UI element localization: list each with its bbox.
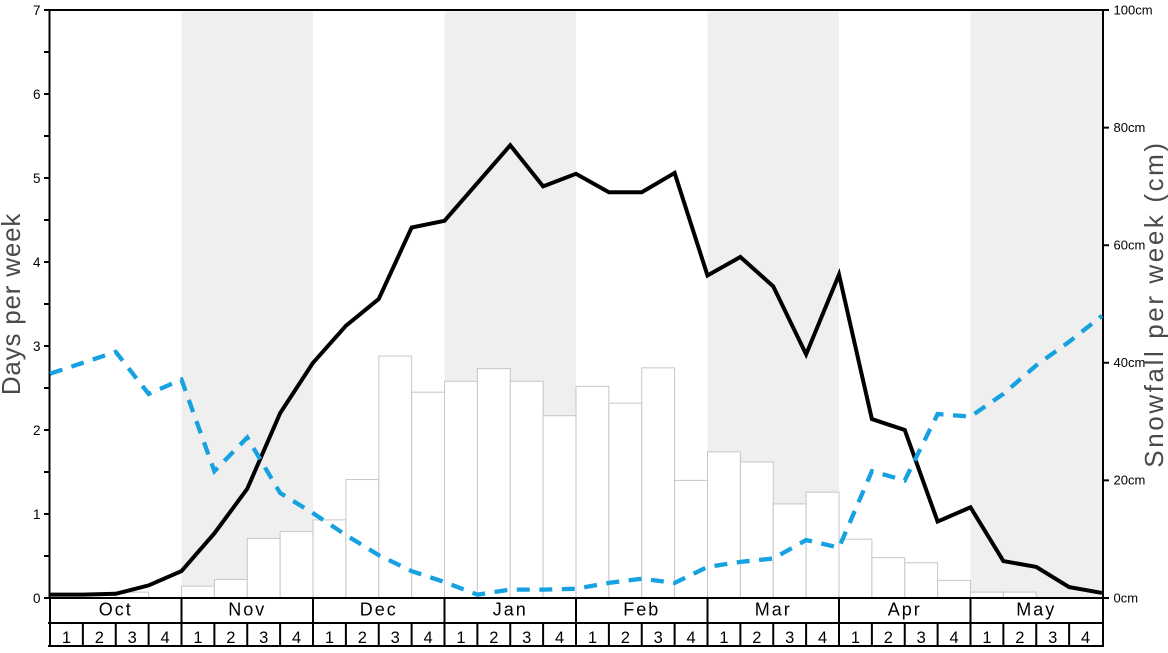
svg-text:1: 1 [719,629,728,647]
svg-text:4: 4 [423,629,432,647]
svg-text:1: 1 [62,629,71,647]
svg-text:3: 3 [128,629,137,647]
svg-text:4: 4 [292,629,301,647]
svg-text:1: 1 [851,629,860,647]
svg-text:Days per week: Days per week [0,213,26,396]
svg-text:3: 3 [654,629,663,647]
svg-text:3: 3 [785,629,794,647]
svg-text:2: 2 [1015,629,1024,647]
svg-text:0: 0 [33,591,41,606]
svg-text:1: 1 [982,629,991,647]
svg-text:Dec: Dec [360,600,398,620]
svg-text:2: 2 [884,629,893,647]
svg-text:2: 2 [752,629,761,647]
svg-text:2: 2 [226,629,235,647]
svg-text:1: 1 [325,629,334,647]
svg-text:4: 4 [160,629,169,647]
svg-text:1: 1 [588,629,597,647]
svg-text:Apr: Apr [888,600,922,620]
svg-text:3: 3 [522,629,531,647]
svg-text:4: 4 [686,629,695,647]
svg-text:3: 3 [1048,629,1057,647]
svg-text:40cm: 40cm [1114,355,1146,370]
svg-text:2: 2 [358,629,367,647]
svg-text:7: 7 [33,3,41,18]
svg-text:3: 3 [259,629,268,647]
svg-text:Jan: Jan [493,600,528,620]
svg-text:3: 3 [917,629,926,647]
svg-text:0cm: 0cm [1114,590,1139,605]
svg-text:3: 3 [33,339,41,354]
svg-text:4: 4 [555,629,564,647]
svg-text:2: 2 [33,423,41,438]
svg-text:60cm: 60cm [1114,238,1146,253]
svg-text:Oct: Oct [99,600,133,620]
svg-text:4: 4 [818,629,827,647]
svg-text:1: 1 [193,629,202,647]
svg-text:80cm: 80cm [1114,120,1146,135]
svg-text:Nov: Nov [228,600,266,620]
svg-text:Feb: Feb [623,600,660,620]
svg-text:20cm: 20cm [1114,473,1146,488]
svg-text:4: 4 [33,255,41,270]
svg-text:1: 1 [456,629,465,647]
svg-text:Snowfall per week (cm): Snowfall per week (cm) [1139,140,1168,467]
svg-text:4: 4 [1081,629,1090,647]
svg-text:May: May [1016,600,1056,620]
svg-text:6: 6 [33,87,41,102]
svg-text:1: 1 [33,507,41,522]
svg-text:3: 3 [391,629,400,647]
svg-text:100cm: 100cm [1114,2,1153,17]
svg-text:4: 4 [949,629,958,647]
svg-text:5: 5 [33,171,41,186]
svg-text:2: 2 [621,629,630,647]
svg-text:2: 2 [95,629,104,647]
svg-text:Mar: Mar [755,600,792,620]
svg-text:2: 2 [489,629,498,647]
